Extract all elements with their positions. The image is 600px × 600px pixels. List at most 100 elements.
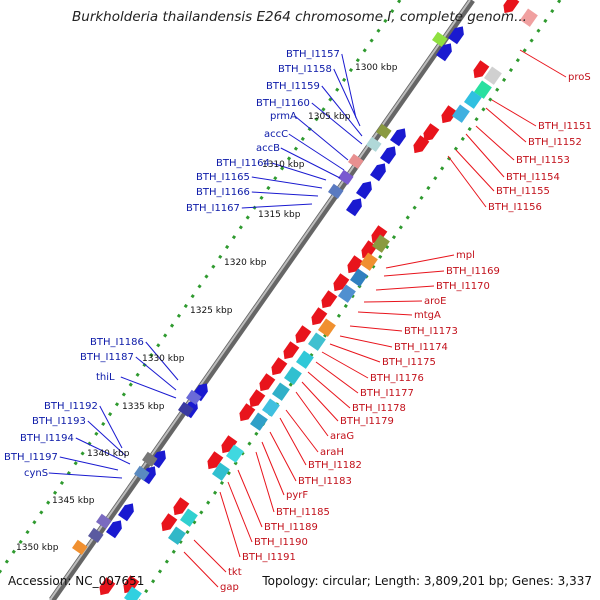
gene-label-reverse: BTH_I1191 xyxy=(242,552,296,563)
kbp-tick-label: 1310 kbp xyxy=(262,160,305,170)
label-leader-reverse xyxy=(491,99,537,127)
gene-block xyxy=(124,586,142,600)
right-gene-labels: proS BTH_I1151 BTH_I1152 BTH_I1153 BTH_I1154… xyxy=(220,72,592,593)
gene-label-forward: BTH_I1160 xyxy=(256,98,310,109)
label-leader-reverse xyxy=(307,371,351,409)
gene-block xyxy=(180,508,198,527)
gene-label-forward: accB xyxy=(256,143,280,154)
gene-label-reverse: aroE xyxy=(424,296,446,307)
label-leader-reverse xyxy=(519,49,567,78)
gene-block xyxy=(272,382,290,401)
gene-label-reverse: pyrF xyxy=(286,490,308,501)
gene-label-reverse: mtgA xyxy=(414,310,441,321)
gene-block xyxy=(226,444,244,463)
label-leader-reverse xyxy=(363,300,423,303)
gene-block xyxy=(308,332,326,351)
kbp-tick-label: 1335 kbp xyxy=(122,402,165,412)
kbp-tick-label: 1315 kbp xyxy=(258,210,301,220)
reverse-gene-arrow xyxy=(423,123,440,142)
gene-label-reverse: BTH_I1189 xyxy=(264,522,318,533)
forward-gene-arrow xyxy=(448,26,464,45)
gene-block xyxy=(262,398,280,417)
forward-gene-arrow xyxy=(436,43,452,62)
gene-label-forward: BTH_I1192 xyxy=(44,401,98,412)
gene-label-reverse: tkt xyxy=(228,567,242,578)
reverse-gene-arrow xyxy=(473,60,490,79)
forward-gene-arrow xyxy=(106,520,122,539)
gene-label-reverse: BTH_I1175 xyxy=(382,357,436,368)
topology-summary: Topology: circular; Length: 3,809,201 bp… xyxy=(262,574,592,588)
label-leader-reverse xyxy=(321,351,369,379)
label-leader-forward xyxy=(321,85,363,137)
label-leader-reverse xyxy=(261,441,285,496)
gene-label-reverse: araH xyxy=(320,447,344,458)
gene-block xyxy=(178,401,194,417)
left-tick-track xyxy=(0,0,402,575)
gene-block xyxy=(338,169,354,185)
gene-label-reverse: BTH_I1176 xyxy=(370,373,424,384)
gene-label-reverse: BTH_I1155 xyxy=(496,186,550,197)
kbp-ticks: 1300 kbp 1305 kbp 1310 kbp 1315 kbp 1320 kbp… xyxy=(16,63,398,553)
reverse-gene-arrow xyxy=(173,497,190,516)
backbone xyxy=(49,0,475,600)
reverse-gene-arrow xyxy=(321,290,338,309)
forward-gene-arrow xyxy=(380,146,396,165)
label-leader-forward xyxy=(280,147,341,179)
label-leader-reverse xyxy=(385,254,455,269)
label-leader-reverse xyxy=(301,381,339,422)
label-leader-forward xyxy=(251,176,323,189)
forward-gene-arrow xyxy=(118,503,134,522)
label-leader-forward xyxy=(241,203,313,209)
label-leader-reverse xyxy=(329,343,381,363)
reverse-gene-arrow xyxy=(249,389,266,408)
gene-label-reverse: BTH_I1190 xyxy=(254,537,308,548)
gene-block xyxy=(186,389,202,405)
gene-label-forward: BTH_I1166 xyxy=(196,187,250,198)
label-leader-reverse xyxy=(475,125,515,161)
reverse-gene-arrow xyxy=(413,135,430,154)
reverse-gene-arrow xyxy=(259,373,276,392)
gene-label-reverse: BTH_I1185 xyxy=(276,507,330,518)
gene-label-reverse: BTH_I1179 xyxy=(340,416,394,427)
gene-block xyxy=(134,465,150,481)
label-leader-forward xyxy=(311,102,363,145)
reverse-gene-arrow xyxy=(207,451,224,470)
gene-block xyxy=(72,539,88,555)
kbp-tick-label: 1345 kbp xyxy=(52,496,95,506)
gene-label-forward: BTH_I1167 xyxy=(186,203,240,214)
label-leader-reverse xyxy=(349,325,403,332)
reverse-gene-arrow xyxy=(441,105,458,124)
label-leader-forward xyxy=(75,437,131,465)
label-leader-reverse xyxy=(219,491,241,558)
gene-label-reverse: BTH_I1174 xyxy=(394,342,448,353)
reverse-gene-arrow xyxy=(283,341,300,360)
label-leader-forward xyxy=(59,456,119,471)
reverse-gene-arrow xyxy=(371,225,388,244)
gene-features xyxy=(72,0,538,600)
reverse-gene-arrow xyxy=(239,403,256,422)
gene-label-forward: BTH_I1165 xyxy=(196,172,250,183)
kbp-tick-label: 1340 kbp xyxy=(87,449,130,459)
label-leader-forward xyxy=(87,420,127,457)
gene-block xyxy=(432,31,448,47)
gene-label-forward: BTH_I1158 xyxy=(278,64,332,75)
label-leader-reverse xyxy=(269,431,297,482)
label-leader-reverse xyxy=(455,149,495,192)
gene-label-reverse: BTH_I1156 xyxy=(488,202,542,213)
label-leader-reverse xyxy=(295,391,329,437)
gene-block xyxy=(284,366,302,385)
label-leaders xyxy=(48,49,567,588)
reverse-gene-arrow xyxy=(161,513,178,532)
gene-label-forward: cynS xyxy=(24,468,48,479)
label-leader-forward xyxy=(135,356,177,391)
gene-label-reverse: gap xyxy=(220,582,239,593)
gene-block xyxy=(168,526,186,545)
gene-block xyxy=(212,462,230,481)
label-leader-reverse xyxy=(227,481,253,543)
label-leader-reverse xyxy=(357,311,413,316)
kbp-tick-label: 1300 kbp xyxy=(355,63,398,73)
gene-block xyxy=(328,183,344,199)
gene-label-forward: BTH_I1164 xyxy=(216,158,270,169)
reverse-gene-arrow xyxy=(123,575,140,594)
label-leader-reverse xyxy=(255,451,275,513)
